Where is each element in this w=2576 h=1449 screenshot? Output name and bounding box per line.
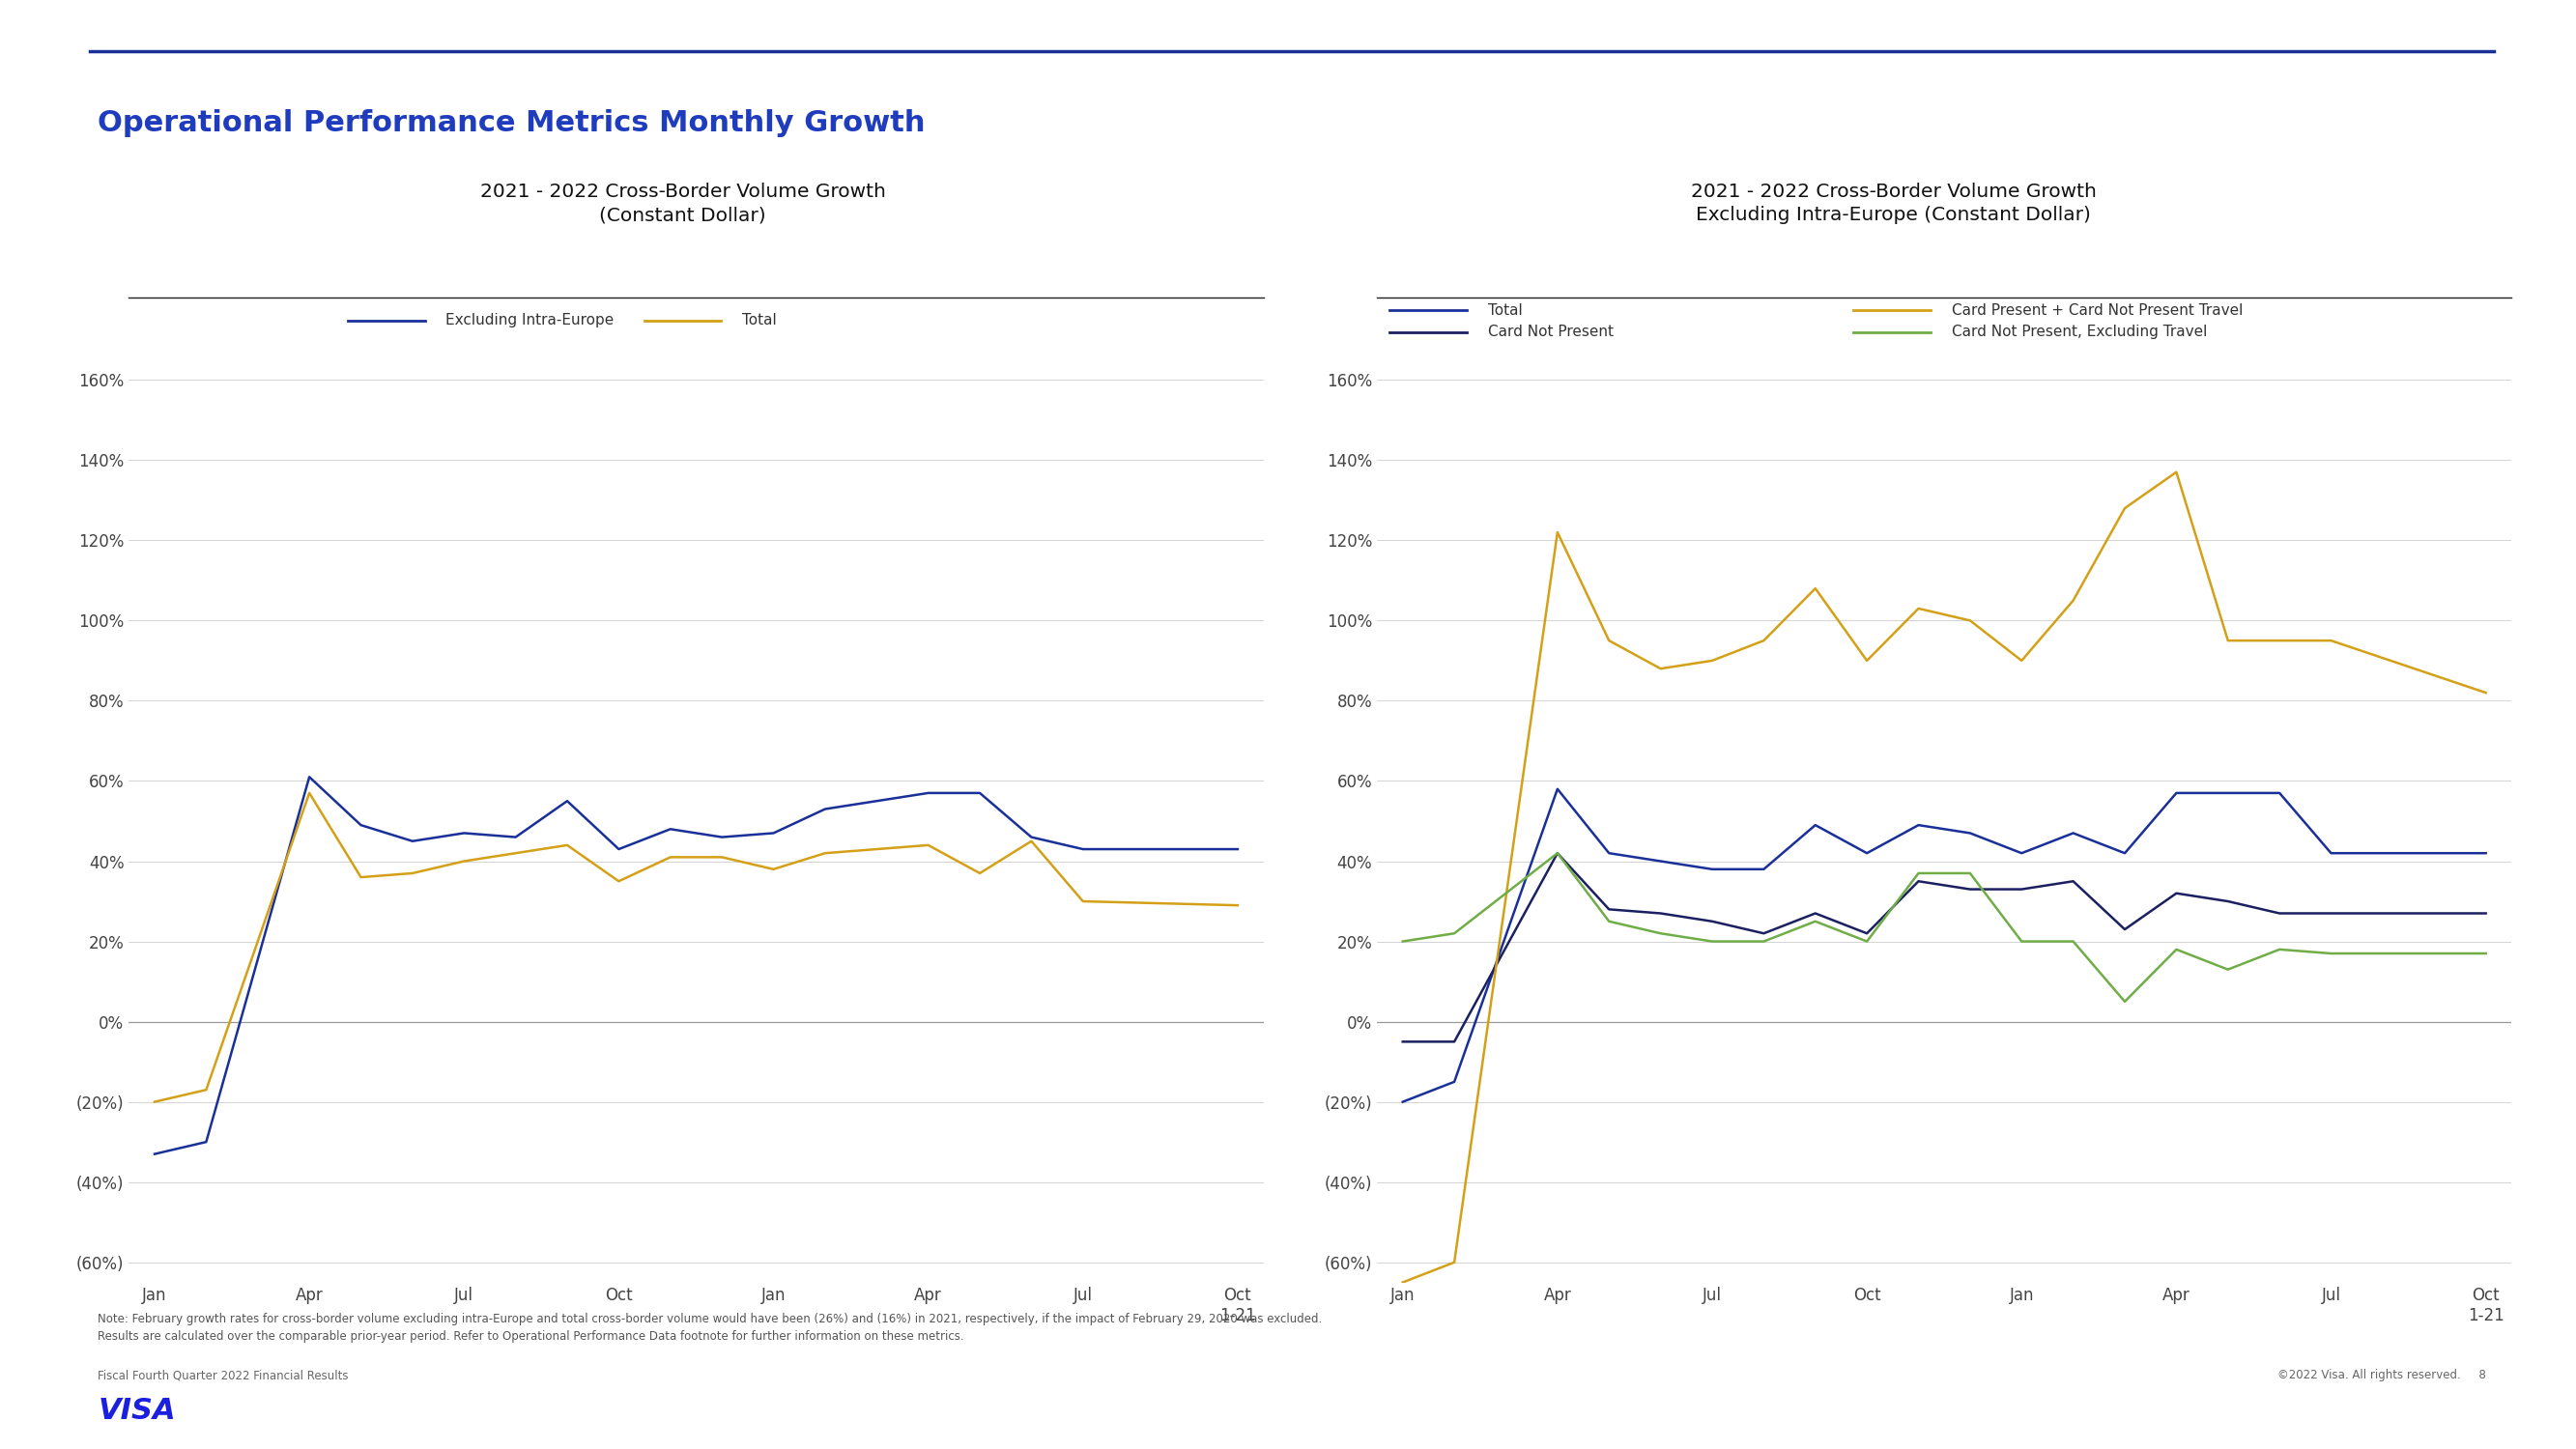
Text: Total: Total: [742, 313, 775, 327]
Text: Note: February growth rates for cross-border volume excluding intra-Europe and t: Note: February growth rates for cross-bo…: [98, 1313, 1321, 1343]
Text: Operational Performance Metrics Monthly Growth: Operational Performance Metrics Monthly …: [98, 109, 925, 136]
Text: 2021 - 2022 Cross-Border Volume Growth
(Constant Dollar): 2021 - 2022 Cross-Border Volume Growth (…: [479, 183, 886, 225]
Text: VISA: VISA: [98, 1397, 175, 1424]
Text: Excluding Intra-Europe: Excluding Intra-Europe: [446, 313, 613, 327]
Text: Total: Total: [1489, 303, 1522, 317]
Text: Card Present + Card Not Present Travel: Card Present + Card Not Present Travel: [1953, 303, 2244, 317]
Text: Fiscal Fourth Quarter 2022 Financial Results: Fiscal Fourth Quarter 2022 Financial Res…: [98, 1369, 348, 1382]
Text: Card Not Present, Excluding Travel: Card Not Present, Excluding Travel: [1953, 325, 2208, 339]
Text: Card Not Present: Card Not Present: [1489, 325, 1613, 339]
Text: 2021 - 2022 Cross-Border Volume Growth
Excluding Intra-Europe (Constant Dollar): 2021 - 2022 Cross-Border Volume Growth E…: [1690, 183, 2097, 225]
Text: ©2022 Visa. All rights reserved.     8: ©2022 Visa. All rights reserved. 8: [2277, 1369, 2486, 1382]
